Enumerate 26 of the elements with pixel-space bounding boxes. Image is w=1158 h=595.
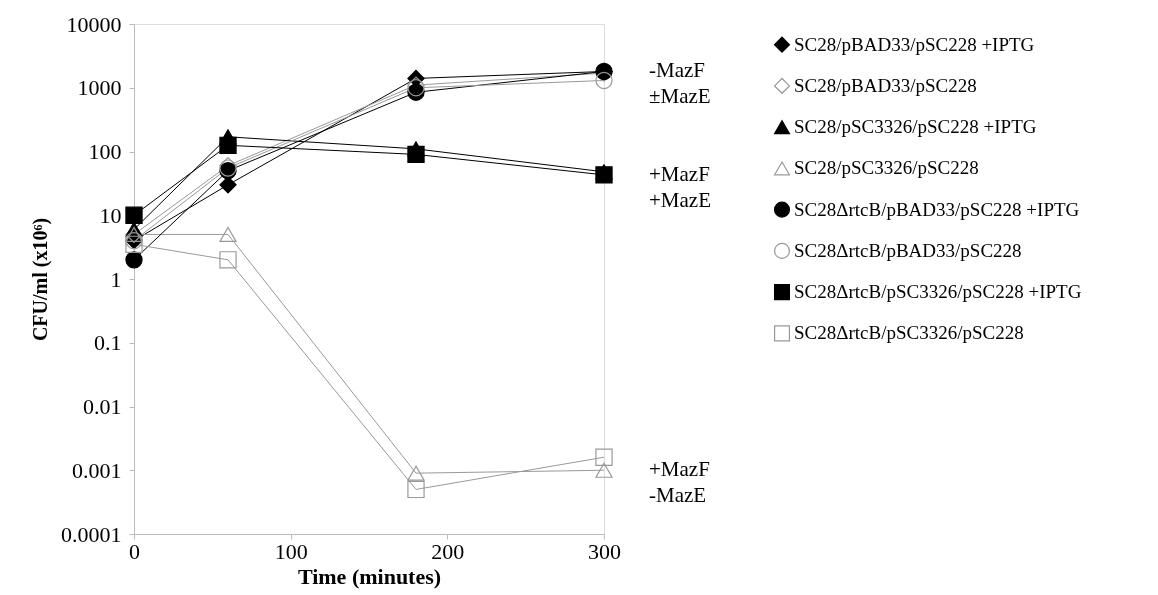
legend-label: SC28ΔrtcB/pBAD33/pSC228 +IPTG [794,198,1080,220]
y-tick-label: 1 [110,266,122,292]
legend-label: SC28ΔrtcB/pSC3326/pSC228 +IPTG [794,281,1082,303]
text: +MazF -MazE [649,457,710,507]
y-tick-label: 0.0001 [61,521,122,547]
legend-label: SC28/pSC3326/pSC228 +IPTG [794,116,1037,138]
y-tick-label: 0.001 [72,457,122,483]
legend-label: SC28ΔrtcB/pSC3326/pSC228 [794,322,1024,344]
x-tick-label: 0 [129,538,140,564]
text: +MazF +MazE [649,162,711,212]
x-axis-title: Time (minutes) [297,563,442,589]
text: -MazF ±MazE [649,58,711,108]
x-tick-label: 100 [274,538,308,564]
legend-label: SC28ΔrtcB/pBAD33/pSC228 [794,239,1022,261]
y-tick-label: 1000 [77,75,122,101]
y-tick-label: 0.1 [94,330,122,356]
y-tick-label: 100 [88,139,122,164]
x-tick-label: 200 [431,538,465,564]
y-tick-label: 0.01 [83,394,122,419]
legend-label: SC28/pSC3326/pSC228 [794,157,979,179]
x-tick-label: 300 [588,538,621,564]
y-axis-title: CFU/ml (x10⁶) [29,217,52,342]
y-tick-label: 10 [99,202,122,228]
legend-label: SC28/pBAD33/pSC228 +IPTG [794,33,1035,55]
legend-label: SC28/pBAD33/pSC228 [794,74,977,96]
y-tick-label: 10000 [66,11,122,37]
